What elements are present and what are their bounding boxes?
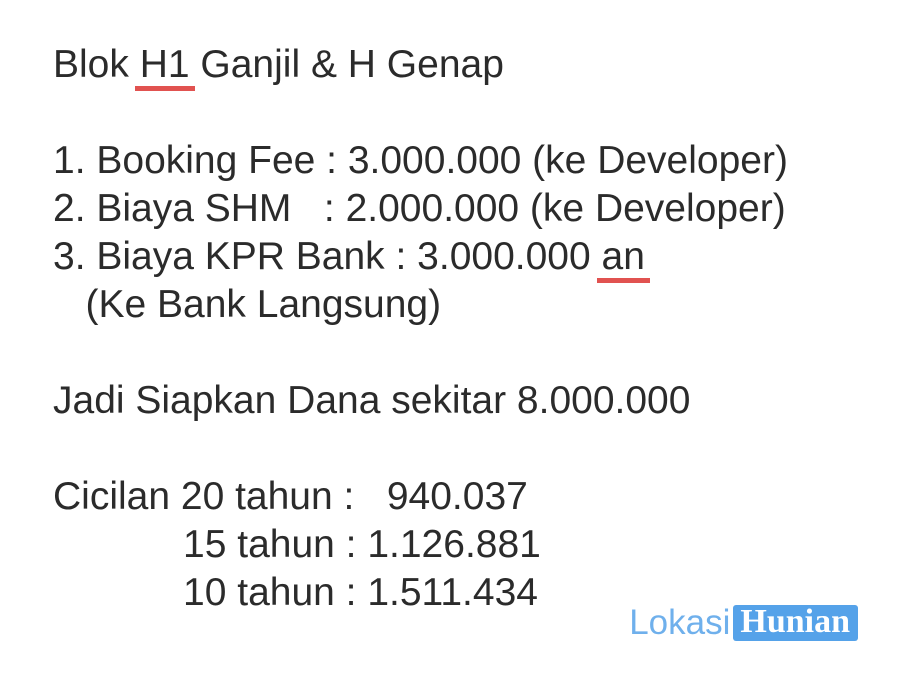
cost-item-biaya-shm: 2. Biaya SHM : 2.000.000 (ke Developer)	[53, 187, 786, 230]
watermark-lokasihunian-logo: Lokasi Hunian	[629, 603, 858, 643]
cost-item-biaya-kpr-text: 3. Biaya KPR Bank : 3.000.000	[53, 235, 602, 278]
installment-15-tahun: 15 tahun : 1.126.881	[53, 523, 541, 566]
title: Blok H1 Ganjil & H Genap	[53, 41, 788, 91]
watermark-hunian-badge: Hunian	[733, 605, 858, 641]
summary-total-dana: Jadi Siapkan Dana sekitar 8.000.000	[53, 379, 691, 422]
watermark-lokasi-text: Lokasi	[629, 603, 731, 642]
pricing-text-block: Blok H1 Ganjil & H Genap 1. Booking Fee …	[53, 41, 788, 617]
cost-item-biaya-kpr: 3. Biaya KPR Bank : 3.000.000 an	[53, 233, 788, 283]
title-underlined-word: H1	[134, 43, 195, 91]
spacer-line	[53, 425, 788, 473]
installment-20-tahun: Cicilan 20 tahun : 940.037	[53, 475, 528, 518]
cost-item-biaya-kpr-underlined-word: an	[596, 235, 650, 283]
installment-10-tahun: 10 tahun : 1.511.434	[53, 571, 538, 614]
title-post: Ganjil & H Genap	[189, 43, 504, 86]
spacer-line	[53, 89, 788, 137]
title-pre: Blok	[53, 43, 140, 86]
cost-item-biaya-kpr-note: (Ke Bank Langsung)	[53, 283, 442, 326]
cost-item-booking-fee: 1. Booking Fee : 3.000.000 (ke Developer…	[53, 139, 788, 182]
spacer-line	[53, 329, 788, 377]
